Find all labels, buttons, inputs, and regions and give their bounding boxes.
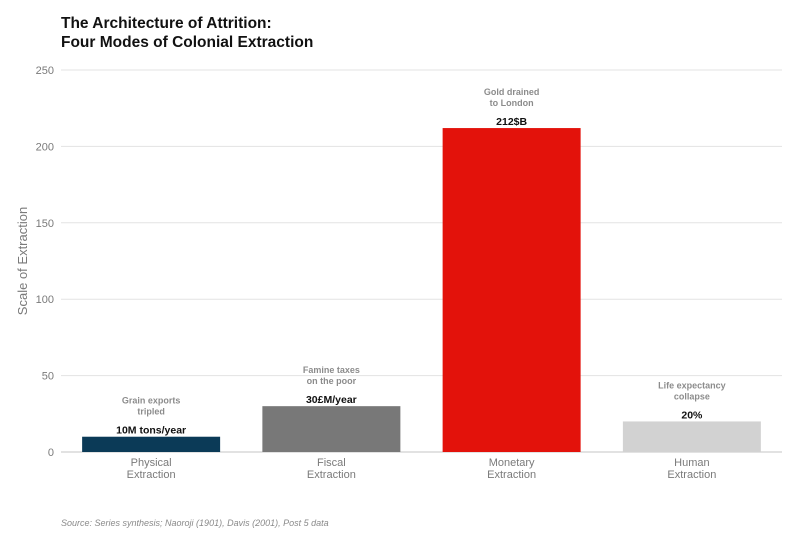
data-label: 30£M/year [306, 394, 357, 406]
bar [262, 406, 401, 452]
bar [82, 436, 221, 452]
y-tick-label: 250 [36, 65, 54, 77]
annotation-line-2: collapse [674, 391, 710, 401]
annotation-line-1: Grain exports [122, 396, 181, 406]
x-tick-label-line-1: Physical [131, 457, 172, 469]
annotation-line-1: Gold drained [484, 87, 540, 97]
y-axis-label: Scale of Extraction [15, 207, 30, 315]
x-tick-label-line-2: Extraction [487, 469, 536, 481]
chart-title-line-2: Four Modes of Colonial Extraction [61, 34, 314, 51]
x-tick-label-line-2: Extraction [667, 469, 716, 481]
x-tick-label-line-2: Extraction [127, 469, 176, 481]
y-tick-label: 200 [36, 141, 54, 153]
chart-title-line-1: The Architecture of Attrition: [61, 15, 272, 32]
annotation-line-2: to London [490, 98, 534, 108]
data-label: 20% [681, 409, 703, 421]
bar [622, 421, 761, 452]
y-tick-label: 150 [36, 218, 54, 230]
x-tick-label-line-1: Monetary [489, 457, 535, 469]
annotation-line-2: tripled [137, 407, 165, 417]
bar [442, 128, 581, 452]
x-tick-label-line-2: Extraction [307, 469, 356, 481]
y-tick-label: 0 [48, 447, 54, 459]
chart-title: The Architecture of Attrition: Four Mode… [61, 14, 313, 52]
source-note: Source: Series synthesis; Naoroji (1901)… [61, 518, 329, 528]
x-tick-label-line-1: Fiscal [317, 457, 346, 469]
y-tick-label: 50 [42, 371, 54, 383]
data-label: 212$B [496, 116, 527, 128]
data-label: 10M tons/year [116, 425, 186, 437]
annotation-line-1: Life expectancy [658, 380, 726, 390]
x-tick-label-line-1: Human [674, 457, 709, 469]
y-tick-label: 100 [36, 294, 54, 306]
annotation-line-1: Famine taxes [303, 365, 360, 375]
annotation-line-2: on the poor [307, 376, 357, 386]
